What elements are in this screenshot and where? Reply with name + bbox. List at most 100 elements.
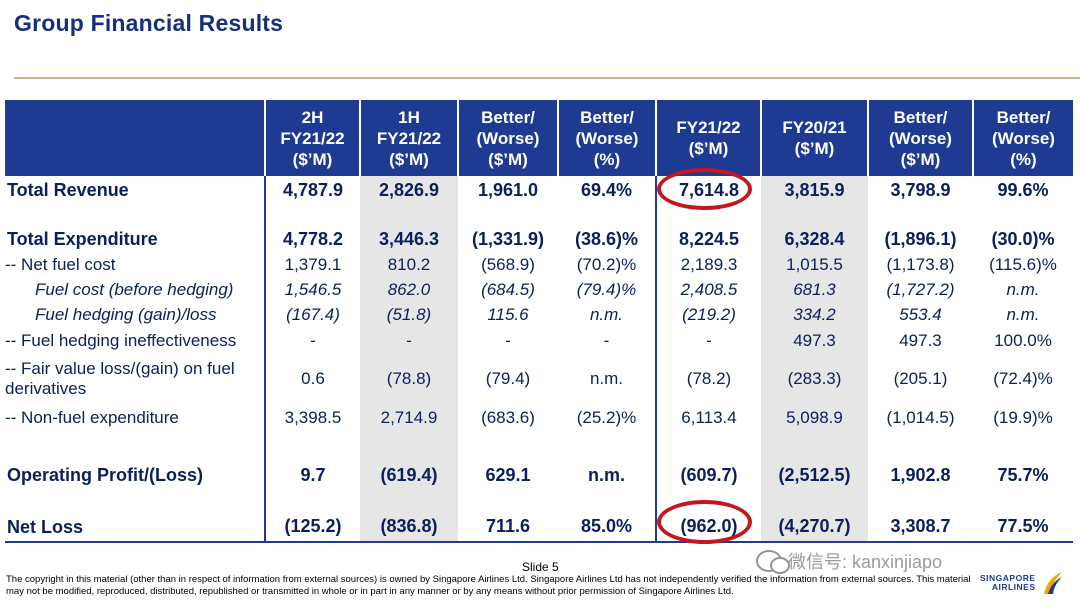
cell: (51.8) <box>360 302 458 328</box>
cell: 3,815.9 <box>761 176 868 204</box>
cell: (1,173.8) <box>886 254 955 274</box>
row-net-fuel-cost: -- Net fuel cost 1,379.1 810.2 (568.9) (… <box>5 252 1073 277</box>
cell: (1,014.5) <box>886 408 955 427</box>
cell: n.m. <box>1006 305 1040 324</box>
watermark-text: 微信号: kanxinjiapo <box>788 552 943 572</box>
cell: n.m. <box>1006 279 1040 299</box>
row-non-fuel-expenditure: -- Non-fuel expenditure 3,398.5 2,714.9 … <box>5 404 1073 432</box>
title-divider <box>14 77 1080 79</box>
cell: 1,379.1 <box>264 252 360 277</box>
row-fuel-hedging-gain-loss: Fuel hedging (gain)/loss (167.4) (51.8) … <box>5 302 1073 328</box>
singapore-airlines-logo: SINGAPORE AIRLINES <box>980 570 1064 596</box>
bird-icon <box>1043 572 1062 594</box>
cell: 0.6 <box>264 354 360 404</box>
cell: (79.4) <box>485 369 531 388</box>
cell: 2,408.5 <box>655 277 761 302</box>
cell: 4,787.9 <box>264 176 360 204</box>
cell: 2,826.9 <box>360 176 458 204</box>
row-operating-profit-loss: Operating Profit/(Loss) 9.7 (619.4) 629.… <box>5 460 1073 490</box>
cell: 553.4 <box>899 305 942 324</box>
cell: 6,328.4 <box>761 226 868 252</box>
cell: (684.5) <box>481 279 535 299</box>
header-better-worse-m-half: Better/(Worse) ($’M) <box>457 100 558 176</box>
spacer-row <box>5 204 1073 226</box>
row-total-expenditure: Total Expenditure 4,778.2 3,446.3 (1,331… <box>5 226 1073 252</box>
row-label: -- Fuel hedging ineffectiveness <box>5 331 237 350</box>
cell: (125.2) <box>264 512 360 543</box>
wechat-icon <box>756 550 790 574</box>
cell: (115.6)% <box>989 254 1057 274</box>
cell-highlighted: (962.0) <box>655 512 761 543</box>
cell: 3,398.5 <box>264 404 360 432</box>
row-fuel-hedging-ineffectiveness: -- Fuel hedging ineffectiveness - - - - … <box>5 328 1073 354</box>
cell: (283.3) <box>761 354 868 404</box>
cell: 100.0% <box>994 331 1052 350</box>
cell: 1,961.0 <box>477 179 539 200</box>
row-label: Net Loss <box>5 512 265 543</box>
cell: (683.6) <box>481 408 535 427</box>
cell: 8,224.5 <box>655 226 761 252</box>
cell: (72.4)% <box>993 369 1053 388</box>
cell: - <box>264 328 360 354</box>
cell: (619.4) <box>360 460 458 490</box>
header-fy2021: FY20/21 ($’M) <box>760 100 868 176</box>
cell: 115.6 <box>487 305 529 324</box>
cell: (25.2)% <box>576 408 637 427</box>
cell-highlighted: 7,614.8 <box>655 176 761 204</box>
cell: 99.6% <box>997 179 1049 200</box>
cell: 6,113.4 <box>655 404 761 432</box>
cell: 497.3 <box>761 328 868 354</box>
cell: 4,778.2 <box>264 226 360 252</box>
row-label: -- Net fuel cost <box>5 254 116 274</box>
row-label: Total Revenue <box>7 180 129 200</box>
spacer-row <box>5 490 1073 512</box>
cell: - <box>505 331 511 350</box>
cell: (79.4)% <box>576 279 637 299</box>
cell: 3,798.9 <box>890 179 951 200</box>
cell: (205.1) <box>893 369 948 388</box>
row-label: Fuel cost (before hedging) <box>35 279 234 299</box>
cell: (1,727.2) <box>886 279 955 299</box>
cell: n.m. <box>589 305 624 324</box>
row-label: -- Non-fuel expenditure <box>5 408 179 427</box>
header-better-worse-pct-half: Better/(Worse) (%) <box>557 100 656 176</box>
financial-results-table: 2H FY21/22 ($’M) 1H FY21/22 ($’M) Better/(Wo… <box>5 100 1073 543</box>
cell: 681.3 <box>761 277 868 302</box>
cell: - <box>655 328 761 354</box>
cell: 5,098.9 <box>761 404 868 432</box>
spacer-row <box>5 432 1073 460</box>
cell: (167.4) <box>264 302 360 328</box>
cell: 3,308.7 <box>868 512 973 543</box>
cell: (1,896.1) <box>884 228 957 249</box>
cell: n.m. <box>587 464 625 485</box>
row-label: Operating Profit/(Loss) <box>7 465 204 485</box>
cell: (19.9)% <box>993 408 1053 427</box>
cell: n.m. <box>589 369 624 388</box>
cell: 75.7% <box>997 464 1049 485</box>
cell: (30.0)% <box>991 228 1055 249</box>
slide-number: Slide 5 <box>522 560 559 574</box>
cell: (78.8) <box>360 354 458 404</box>
header-label <box>5 100 265 176</box>
cell: 69.4% <box>580 179 633 200</box>
header-1h-fy2122: 1H FY21/22 ($’M) <box>359 100 458 176</box>
cell: (1,331.9) <box>471 228 545 249</box>
header-fy2122: FY21/22 ($’M) <box>655 100 761 176</box>
header-row: 2H FY21/22 ($’M) 1H FY21/22 ($’M) Better/(Wo… <box>5 100 1073 176</box>
cell: (78.2) <box>655 354 761 404</box>
cell: 1,902.8 <box>890 464 951 485</box>
cell: 1,546.5 <box>264 277 360 302</box>
header-better-worse-pct-year: Better/(Worse) (%) <box>972 100 1073 176</box>
cell: (609.7) <box>655 460 761 490</box>
cell: 810.2 <box>360 252 458 277</box>
cell: 2,189.3 <box>655 252 761 277</box>
cell: 77.5% <box>973 512 1073 543</box>
cell: 2,714.9 <box>360 404 458 432</box>
cell: 862.0 <box>360 277 458 302</box>
cell: 9.7 <box>264 460 360 490</box>
cell: - <box>360 328 458 354</box>
cell: (4,270.7) <box>761 512 868 543</box>
row-fair-value-loss-gain: -- Fair value loss/(gain) on fuel deriva… <box>5 354 1073 404</box>
cell: 85.0% <box>558 512 656 543</box>
cell: (2,512.5) <box>761 460 868 490</box>
